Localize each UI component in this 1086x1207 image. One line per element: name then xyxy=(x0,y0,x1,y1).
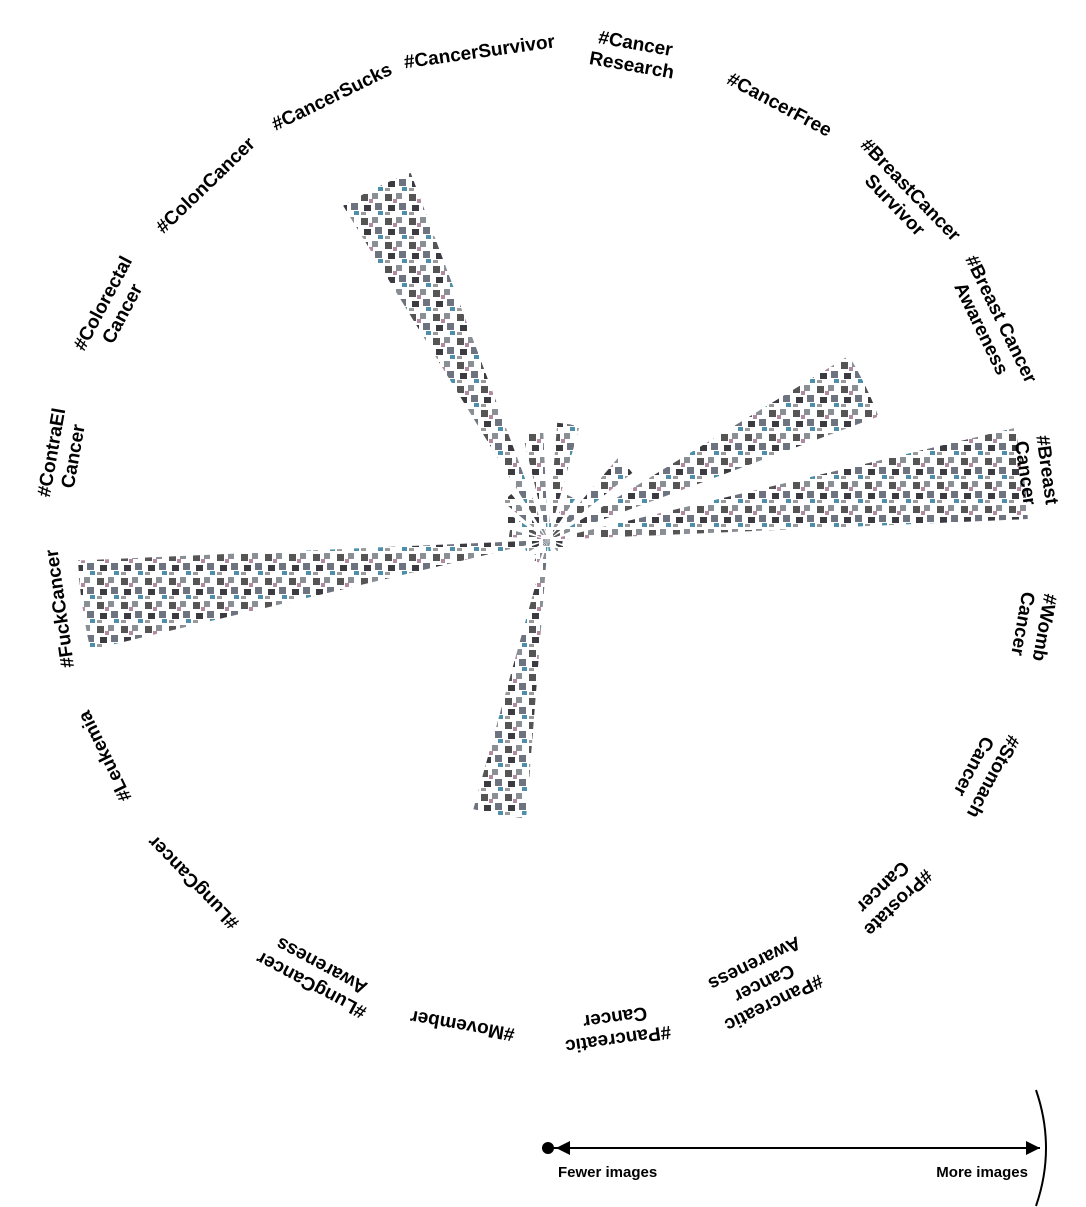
category-label: #Movember xyxy=(408,1005,516,1044)
wedge xyxy=(78,540,548,650)
legend-arrowhead xyxy=(556,1141,570,1155)
category-label: #FuckCancer xyxy=(42,547,79,669)
category-label-line: #ColonCancer xyxy=(152,133,260,238)
category-label-line: #Movember xyxy=(408,1005,516,1044)
category-label: #CancerFree xyxy=(723,69,835,142)
legend-arrowhead xyxy=(1026,1141,1040,1155)
category-label-line: #CancerFree xyxy=(723,69,835,142)
category-label: #CancerSucks xyxy=(269,59,396,135)
category-label: #LungCancer xyxy=(144,831,244,933)
category-label-line: #Leukemia xyxy=(74,707,136,805)
category-label-line: #CancerSucks xyxy=(269,59,396,135)
category-label-line: #FuckCancer xyxy=(42,547,79,669)
category-label-line: #CancerSurvivor xyxy=(403,31,557,73)
category-label: #ColonCancer xyxy=(152,133,260,238)
wedge xyxy=(343,173,548,540)
wedge xyxy=(473,540,548,818)
chart: Fewer images More images #CancerResearch… xyxy=(0,0,1086,1207)
category-label-line: #LungCancer xyxy=(144,831,244,933)
legend: Fewer images More images xyxy=(542,1090,1046,1206)
category-label: #Leukemia xyxy=(74,707,136,805)
legend-low: Fewer images xyxy=(558,1164,657,1181)
category-label: #CancerSurvivor xyxy=(403,31,557,73)
legend-high: More images xyxy=(936,1164,1028,1181)
